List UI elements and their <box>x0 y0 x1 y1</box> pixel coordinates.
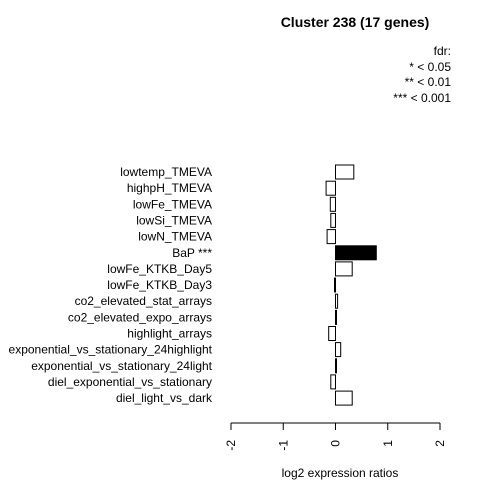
category-label-2: highpH_TMEVA <box>127 181 212 195</box>
category-label-9: co2_elevated_stat_arrays <box>75 294 212 308</box>
bar-13 <box>335 358 337 374</box>
category-label-3: lowFe_TMEVA <box>133 197 212 211</box>
category-label-13: exponential_vs_stationary_24light <box>31 359 212 373</box>
category-label-15: diel_light_vs_dark <box>116 391 213 405</box>
legend-entry-3: *** < 0.001 <box>393 91 451 105</box>
legend-title: fdr: <box>434 44 451 58</box>
x-tick-label-2: -1 <box>276 440 290 451</box>
x-tick-label-4: 1 <box>381 440 395 447</box>
bars-group <box>325 164 377 406</box>
bar-1 <box>335 164 355 180</box>
category-label-6: BaP *** <box>172 246 212 260</box>
chart-title: Cluster 238 (17 genes) <box>281 14 430 30</box>
x-tick-label-1: -2 <box>224 440 238 451</box>
category-labels: lowtemp_TMEVA highpH_TMEVA lowFe_TMEVA lowS… <box>9 165 213 405</box>
bar-7 <box>335 261 353 277</box>
legend-entry-1: * < 0.05 <box>409 60 451 74</box>
category-label-11: highlight_arrays <box>127 327 212 341</box>
category-label-14: diel_exponential_vs_stationary <box>48 375 212 389</box>
x-tick-label-5: 2 <box>433 440 447 447</box>
x-tick-label-3: 0 <box>329 440 343 447</box>
bar-6 <box>335 245 377 261</box>
fdr-legend: fdr: * < 0.05 ** < 0.01 *** < 0.001 <box>393 44 451 105</box>
category-label-12: exponential_vs_stationary_24highlight <box>9 343 213 357</box>
bar-11 <box>328 326 337 341</box>
category-label-10: co2_elevated_expo_arrays <box>68 310 212 324</box>
x-axis: -2 -1 0 1 2 <box>224 422 447 451</box>
bar-14 <box>330 374 336 390</box>
bar-4 <box>330 212 336 228</box>
x-axis-label: log2 expression ratios <box>282 466 399 480</box>
bar-10 <box>335 309 337 325</box>
bar-12 <box>335 342 342 358</box>
legend-entry-2: ** < 0.01 <box>405 75 452 89</box>
bar-5 <box>326 229 337 245</box>
category-label-5: lowN_TMEVA <box>138 230 212 244</box>
category-label-1: lowtemp_TMEVA <box>120 165 212 179</box>
bar-8 <box>334 277 336 293</box>
bar-15 <box>335 390 353 406</box>
bar-9 <box>335 293 339 309</box>
category-label-4: lowSi_TMEVA <box>136 213 212 227</box>
category-label-8: lowFe_KTKB_Day3 <box>107 278 212 292</box>
bar-3 <box>329 196 336 212</box>
category-label-7: lowFe_KTKB_Day5 <box>107 262 212 276</box>
bar-2 <box>325 180 337 196</box>
